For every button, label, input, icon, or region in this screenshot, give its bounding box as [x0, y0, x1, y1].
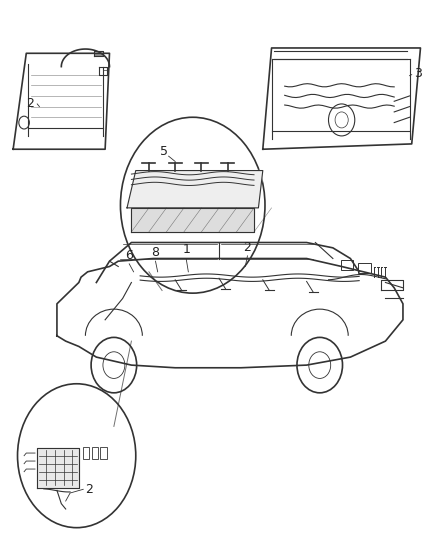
- FancyBboxPatch shape: [341, 260, 353, 270]
- FancyBboxPatch shape: [100, 447, 107, 459]
- Text: 6: 6: [125, 248, 133, 262]
- Text: 3: 3: [414, 67, 422, 80]
- FancyBboxPatch shape: [358, 263, 371, 273]
- Polygon shape: [37, 448, 79, 488]
- Text: 2: 2: [26, 96, 34, 110]
- Text: 8: 8: [152, 246, 159, 259]
- Text: 2: 2: [85, 483, 93, 496]
- Polygon shape: [131, 208, 254, 232]
- Polygon shape: [127, 171, 263, 208]
- Text: 2: 2: [244, 240, 251, 254]
- FancyBboxPatch shape: [92, 447, 98, 459]
- FancyBboxPatch shape: [83, 447, 89, 459]
- Text: 1: 1: [182, 243, 190, 256]
- Text: 5: 5: [160, 144, 168, 158]
